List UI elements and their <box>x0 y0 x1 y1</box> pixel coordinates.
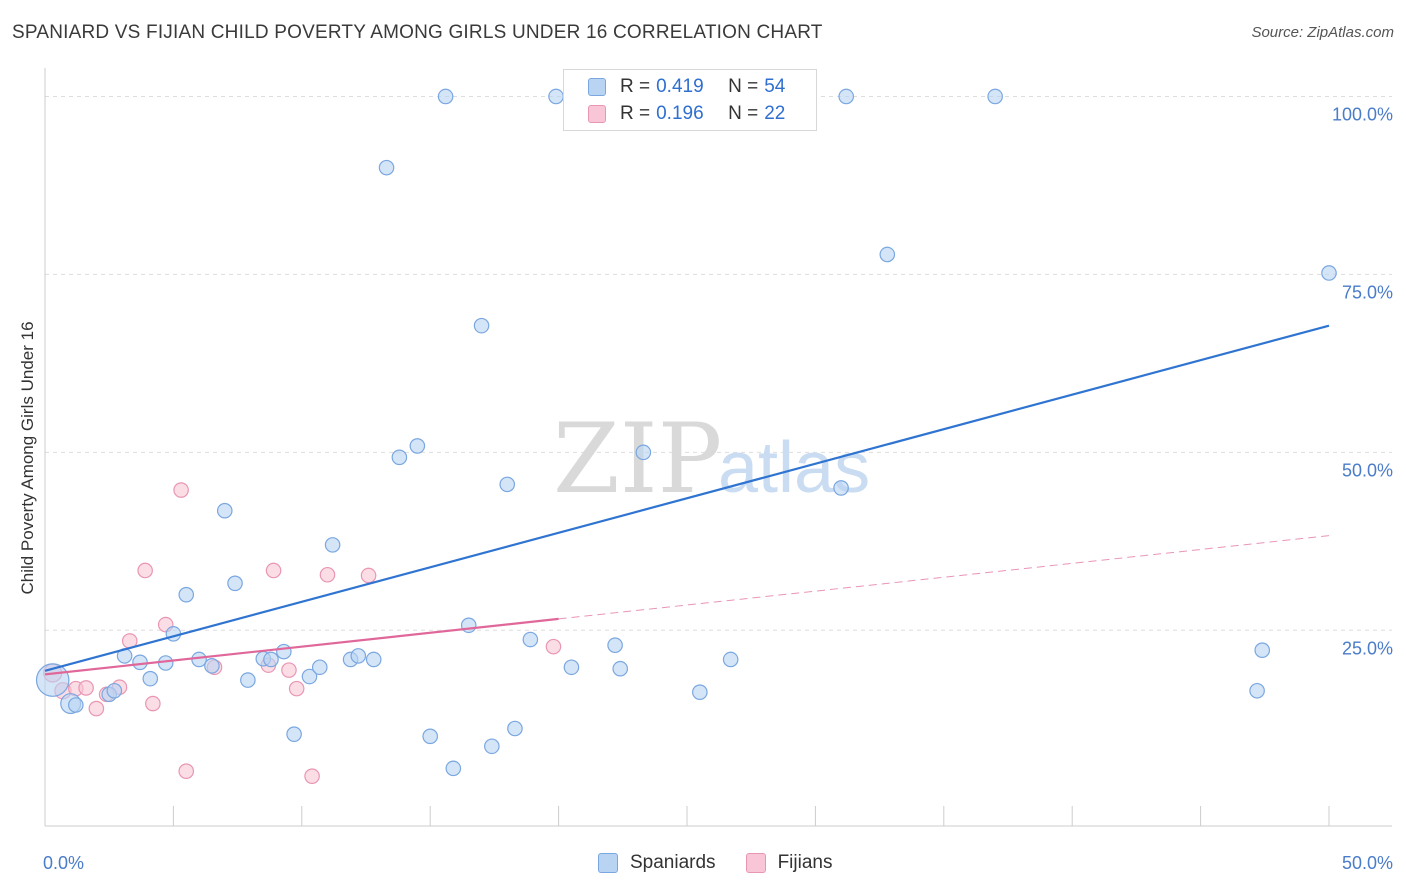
spaniards-swatch <box>588 78 606 96</box>
spaniards-point <box>311 659 328 676</box>
spaniards-point <box>607 637 623 654</box>
spaniards-point <box>216 502 233 519</box>
legend-n-value: 54 <box>764 76 786 97</box>
legend-row-fijians: R = 0.196 N = 22 <box>588 102 785 126</box>
fijians-point <box>88 700 105 717</box>
spaniards-point <box>324 537 341 553</box>
y-tick-label: 75.0% <box>1342 282 1393 302</box>
spaniards-point <box>391 449 408 466</box>
y-tick-label: 100.0% <box>1332 104 1393 124</box>
fijians-point <box>265 562 282 579</box>
watermark-zip: ZIP <box>553 403 722 515</box>
legend-n-value: 22 <box>764 103 786 124</box>
legend-r-value: 0.196 <box>656 103 704 124</box>
tick-label-layer: 25.0% 50.0% 75.0% 100.0% 0.0% 50.0% <box>43 104 1393 873</box>
spaniards-point <box>409 438 426 454</box>
spaniards-point <box>365 651 382 668</box>
legend-item-fijians: Fijians <box>745 852 833 874</box>
fijians-point <box>360 567 377 584</box>
fijians-point <box>137 562 153 579</box>
spaniards-point <box>68 697 84 713</box>
spaniards-point <box>191 651 207 668</box>
spaniards-point <box>635 444 652 461</box>
spaniards-point <box>445 760 462 777</box>
fijians-point <box>78 680 94 696</box>
source-label: Source: ZipAtlas.com <box>1251 24 1394 41</box>
spaniards-point <box>204 658 220 674</box>
spaniards-point <box>422 728 438 745</box>
spaniards-point <box>350 648 367 664</box>
spaniards-point <box>132 654 148 671</box>
spaniards-point <box>142 670 159 687</box>
legend-r-key: R = <box>620 103 651 124</box>
spaniards-point <box>178 586 195 603</box>
watermark-atlas: atlas <box>718 428 870 508</box>
x-tick-label: 0.0% <box>43 853 84 873</box>
legend-row-spaniards: R = 0.419 N = 54 <box>588 75 785 99</box>
spaniards-point <box>157 655 174 671</box>
spaniards-point <box>437 88 454 105</box>
spaniards-point <box>692 684 708 700</box>
chart-title: SPANIARD VS FIJIAN CHILD POVERTY AMONG G… <box>12 22 823 43</box>
fijians-trend-line <box>44 617 559 676</box>
fijians-trend-extension <box>558 535 1330 620</box>
fijians-swatch <box>588 105 606 123</box>
spaniards-point <box>1321 265 1337 281</box>
spaniards-point <box>473 317 490 334</box>
spaniards-trend-line <box>44 324 1330 672</box>
spaniards-point <box>1254 642 1271 659</box>
legend-item-spaniards: Spaniards <box>598 852 716 874</box>
grid-layer <box>45 95 1392 631</box>
spaniards-point <box>507 720 523 737</box>
fijians-point <box>545 638 562 655</box>
spaniards-point <box>263 651 279 668</box>
fijians-point <box>304 768 320 784</box>
spaniards-point <box>301 668 318 685</box>
spaniards-point <box>838 88 855 105</box>
stats-legend: R = 0.419 N = 54 R = 0.196 N = 22 <box>563 69 817 131</box>
legend-n-key: N = <box>728 103 759 124</box>
spaniards-point <box>563 659 580 676</box>
series-legend: Spaniards Fijians <box>598 852 862 874</box>
axis-layer <box>44 68 1392 827</box>
spaniards-point <box>833 480 849 496</box>
spaniards-point <box>460 617 477 634</box>
fijians-swatch <box>745 853 766 873</box>
y-tick-label: 25.0% <box>1342 638 1393 658</box>
spaniards-point <box>612 660 629 677</box>
watermark: ZIP atlas <box>553 403 870 515</box>
spaniards-point <box>378 159 395 176</box>
legend-r-value: 0.419 <box>656 76 704 97</box>
spaniards-point <box>499 476 516 493</box>
fijians-points <box>43 482 562 784</box>
legend-label-fijians: Fijians <box>777 852 833 873</box>
legend-r-key: R = <box>620 76 651 97</box>
fijians-point <box>288 680 305 697</box>
spaniards-point <box>722 651 739 668</box>
fijians-point <box>173 482 189 498</box>
fijians-point <box>145 695 161 712</box>
spaniards-point <box>227 575 243 592</box>
spaniards-point <box>286 726 302 742</box>
y-tick-label: 50.0% <box>1342 460 1393 480</box>
spaniards-point <box>276 643 292 660</box>
spaniards-point <box>879 246 896 263</box>
spaniards-point <box>987 88 1003 105</box>
spaniards-point <box>484 738 500 755</box>
spaniards-point <box>106 682 123 699</box>
spaniards-swatch <box>598 853 618 873</box>
trend-layer <box>44 324 1330 676</box>
fijians-point <box>281 662 297 678</box>
spaniards-point <box>1249 682 1265 699</box>
legend-label-spaniards: Spaniards <box>630 852 716 873</box>
x-tick-label: 50.0% <box>1342 853 1393 873</box>
fijians-point <box>319 566 336 583</box>
spaniards-point <box>548 88 564 105</box>
legend-n-key: N = <box>728 76 759 97</box>
spaniards-point <box>522 631 539 648</box>
fijians-point <box>178 763 195 779</box>
spaniards-point <box>240 672 256 688</box>
